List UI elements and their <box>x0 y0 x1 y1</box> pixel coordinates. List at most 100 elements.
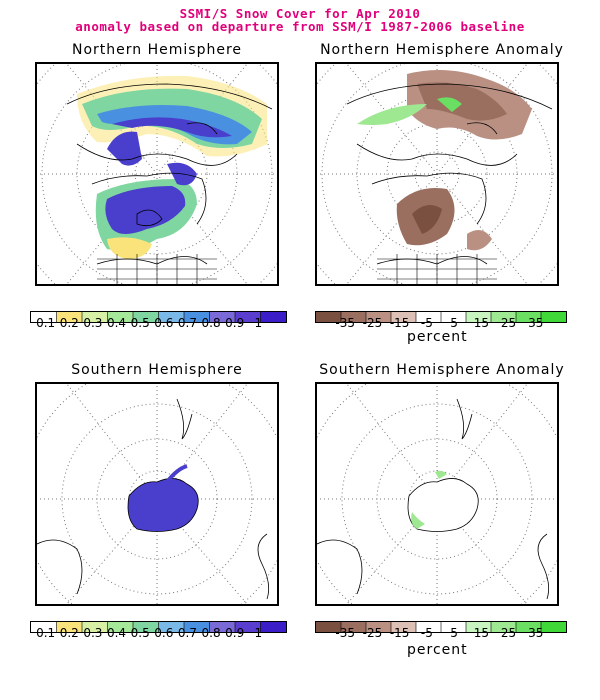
colorbar-tick-label: 0.1 <box>36 626 56 640</box>
colorbar-tick-label: 0.2 <box>59 316 79 330</box>
colorbar-tick-label: -15 <box>389 316 410 330</box>
colorbar-tick-label: 0.6 <box>154 316 174 330</box>
colorbar-swatch <box>466 312 492 322</box>
colorbar-swatch <box>466 622 492 632</box>
colorbar-swatch <box>31 622 57 632</box>
nh-map-graphic <box>37 64 277 284</box>
colorbar-tick-label: -15 <box>389 626 410 640</box>
colorbar-swatch <box>235 622 261 632</box>
colorbar-swatch <box>260 312 286 322</box>
colorbar-tick-label: 5 <box>450 626 458 640</box>
colorbar-swatch <box>133 622 159 632</box>
nh-anomaly-map <box>315 62 559 286</box>
colorbar-tick-label: 25 <box>500 316 517 330</box>
colorbar-swatch <box>56 312 83 322</box>
page-title-line-2: anomaly based on departure from SSM/I 19… <box>75 19 525 34</box>
colorbar-swatch <box>82 312 108 322</box>
colorbar-tick-label: 0.9 <box>225 626 245 640</box>
colorbar-tick-label: -35 <box>335 316 356 330</box>
anomaly-colorbar-bottom-swatches <box>316 622 566 632</box>
colorbar-tick-label: 0.5 <box>130 626 150 640</box>
colorbar-swatch <box>184 622 210 632</box>
colorbar-tick-label: 15 <box>473 316 489 330</box>
colorbar-tick-label: -25 <box>362 626 383 640</box>
nh-map <box>35 62 279 286</box>
colorbar-swatch <box>416 622 442 632</box>
colorbar-swatch <box>158 622 185 632</box>
colorbar-swatch <box>366 312 392 322</box>
colorbar-tick-label: 0.3 <box>83 316 103 330</box>
nh-anomaly-map-graphic <box>317 64 557 284</box>
colorbar-swatch <box>209 312 236 322</box>
colorbar-tick-label: 0.8 <box>201 316 221 330</box>
sh-anomaly-map-graphic <box>317 384 557 604</box>
colorbar-tick-label: -5 <box>420 316 433 330</box>
colorbar-swatch <box>441 312 467 322</box>
colorbar-tick-label: 35 <box>528 316 544 330</box>
colorbar-swatch <box>316 312 342 322</box>
colorbar-tick-label: 5 <box>450 316 458 330</box>
nh-anomaly-panel-title: Northern Hemisphere Anomaly <box>320 42 564 58</box>
colorbar-swatch <box>184 312 210 322</box>
colorbar-swatch <box>209 622 236 632</box>
colorbar-swatch <box>541 622 566 632</box>
colorbar-tick-label: 0.8 <box>201 626 221 640</box>
colorbar-tick-label: 0.7 <box>177 626 197 640</box>
colorbar-tick-label: -35 <box>335 626 356 640</box>
colorbar-tick-label: -25 <box>362 316 383 330</box>
fraction-colorbar-top-swatches <box>31 312 286 322</box>
colorbar-swatch <box>516 622 542 632</box>
fraction-colorbar-top <box>30 311 287 323</box>
colorbar-tick-label: 1 <box>254 626 263 640</box>
anomaly-colorbar-bottom <box>315 621 567 633</box>
colorbar-swatch <box>56 622 83 632</box>
colorbar-swatch <box>441 622 467 632</box>
colorbar-tick-label: 35 <box>528 626 544 640</box>
colorbar-swatch <box>260 622 286 632</box>
colorbar-swatch <box>391 622 417 632</box>
fraction-colorbar-bottom <box>30 621 287 633</box>
colorbar-swatch <box>491 312 517 322</box>
colorbar-tick-label: 1 <box>254 316 263 330</box>
anomaly-colorbar-top-swatches <box>316 312 566 322</box>
colorbar-tick-label: 0.9 <box>225 316 245 330</box>
colorbar-swatch <box>491 622 517 632</box>
colorbar-swatch <box>31 312 57 322</box>
colorbar-swatch <box>82 622 108 632</box>
colorbar-swatch <box>235 312 261 322</box>
colorbar-swatch <box>316 622 342 632</box>
colorbar-tick-label: 0.7 <box>177 316 197 330</box>
colorbar-swatch <box>341 312 367 322</box>
colorbar-tick-label: 0.4 <box>106 316 127 330</box>
colorbar-swatch <box>366 622 392 632</box>
anomaly-unit-label-bottom: percent <box>407 642 468 658</box>
sh-map-graphic <box>37 384 277 604</box>
colorbar-swatch <box>541 312 566 322</box>
colorbar-swatch <box>416 312 442 322</box>
fraction-colorbar-bottom-swatches <box>31 622 286 632</box>
colorbar-tick-label: -5 <box>420 626 433 640</box>
colorbar-swatch <box>341 622 367 632</box>
colorbar-tick-label: 0.1 <box>36 316 56 330</box>
sh-panel-title: Southern Hemisphere <box>71 362 243 378</box>
colorbar-swatch <box>158 312 185 322</box>
colorbar-tick-label: 0.4 <box>106 626 127 640</box>
colorbar-tick-label: 25 <box>500 626 517 640</box>
anomaly-colorbar-top <box>315 311 567 323</box>
sh-map <box>35 382 279 606</box>
colorbar-swatch <box>133 312 159 322</box>
colorbar-swatch <box>391 312 417 322</box>
colorbar-tick-label: 0.2 <box>59 626 79 640</box>
colorbar-tick-label: 15 <box>473 626 489 640</box>
sh-anomaly-map <box>315 382 559 606</box>
colorbar-tick-label: 0.5 <box>130 316 150 330</box>
sh-anomaly-panel-title: Southern Hemisphere Anomaly <box>319 362 565 378</box>
colorbar-tick-label: 0.6 <box>154 626 174 640</box>
anomaly-unit-label-top: percent <box>407 329 468 345</box>
colorbar-swatch <box>516 312 542 322</box>
colorbar-swatch <box>107 312 134 322</box>
colorbar-tick-label: 0.3 <box>83 626 103 640</box>
nh-panel-title: Northern Hemisphere <box>72 42 242 58</box>
colorbar-swatch <box>107 622 134 632</box>
page-title-line-1: SSMI/S Snow Cover for Apr 2010 <box>179 6 421 21</box>
